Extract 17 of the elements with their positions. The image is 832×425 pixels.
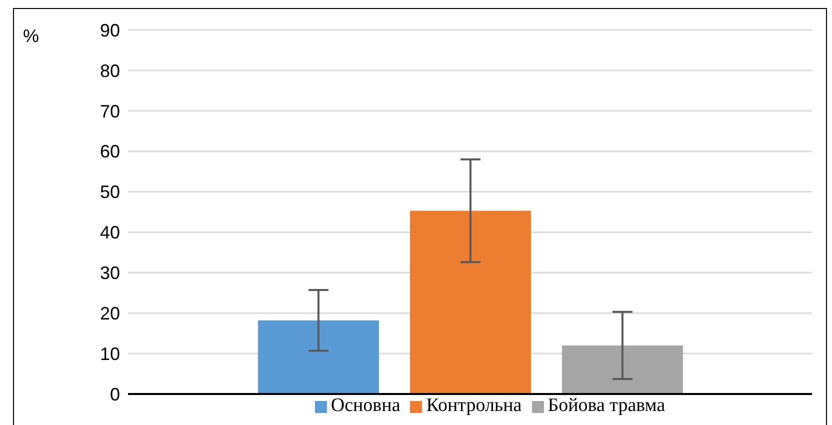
y-tick-label: 30: [100, 263, 120, 284]
y-tick-label: 0: [110, 384, 120, 404]
legend-label: Бойова травма: [548, 395, 666, 416]
y-tick-label: 20: [100, 304, 120, 324]
bar: [562, 345, 683, 394]
y-tick-label: 80: [100, 60, 120, 81]
y-tick-label: 90: [100, 20, 120, 40]
y-tick-label: 60: [100, 142, 120, 162]
y-tick-label: 50: [100, 182, 120, 202]
y-axis-title: %: [23, 26, 40, 47]
legend-label: Контрольна: [426, 395, 522, 416]
y-tick-label: 70: [100, 101, 120, 122]
legend-label: Основна: [330, 395, 400, 416]
y-tick-label: 10: [100, 344, 120, 364]
bar: [258, 320, 379, 394]
bar: [410, 210, 531, 394]
y-tick-label: 40: [100, 222, 120, 243]
